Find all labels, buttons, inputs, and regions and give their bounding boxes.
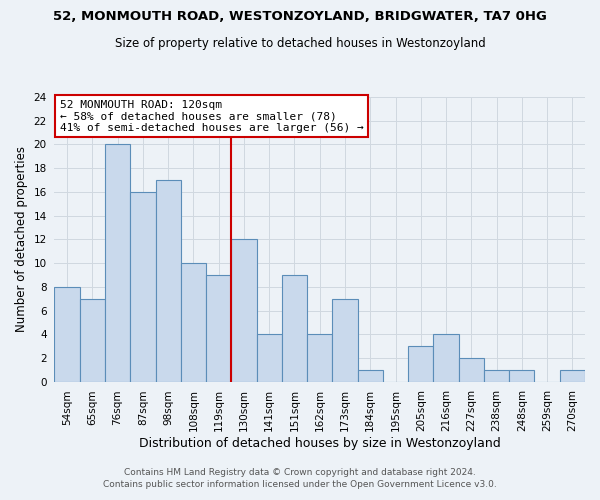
Bar (257, 334, 282, 382)
Text: 52, MONMOUTH ROAD, WESTONZOYLAND, BRIDGWATER, TA7 0HG: 52, MONMOUTH ROAD, WESTONZOYLAND, BRIDGW… (53, 10, 547, 23)
X-axis label: Distribution of detached houses by size in Westonzoyland: Distribution of detached houses by size … (139, 437, 500, 450)
Y-axis label: Number of detached properties: Number of detached properties (15, 146, 28, 332)
Bar (307, 334, 332, 382)
Text: Size of property relative to detached houses in Westonzoyland: Size of property relative to detached ho… (115, 38, 485, 51)
Text: 52 MONMOUTH ROAD: 120sqm
← 58% of detached houses are smaller (78)
41% of semi-d: 52 MONMOUTH ROAD: 120sqm ← 58% of detach… (60, 100, 364, 133)
Bar (332, 298, 358, 382)
Bar (80, 298, 105, 382)
Bar (105, 144, 130, 382)
Bar (433, 334, 458, 382)
Bar (509, 370, 535, 382)
Bar (206, 275, 231, 382)
Bar (181, 263, 206, 382)
Text: Contains public sector information licensed under the Open Government Licence v3: Contains public sector information licen… (103, 480, 497, 489)
Bar (484, 370, 509, 382)
Bar (458, 358, 484, 382)
Bar (130, 192, 155, 382)
Bar (231, 240, 257, 382)
Bar (282, 275, 307, 382)
Bar (358, 370, 383, 382)
Bar (408, 346, 433, 382)
Bar (55, 287, 80, 382)
Text: Contains HM Land Registry data © Crown copyright and database right 2024.: Contains HM Land Registry data © Crown c… (124, 468, 476, 477)
Bar (560, 370, 585, 382)
Bar (155, 180, 181, 382)
